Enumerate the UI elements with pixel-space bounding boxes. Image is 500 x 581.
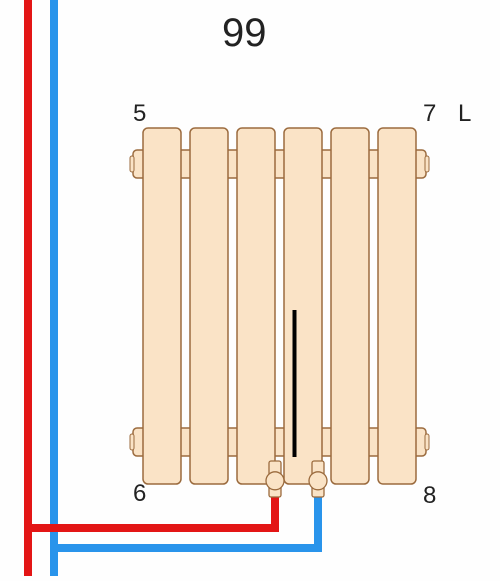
cold-riser: [314, 494, 322, 552]
port-label-bottom-left: 6: [133, 480, 146, 508]
hot-valve: [266, 472, 284, 490]
radiator-tube: [190, 128, 228, 484]
radiator-tube: [284, 128, 322, 484]
diagram-title: 99: [222, 11, 267, 56]
cold-main-pipe-lower: [50, 532, 58, 576]
radiator: [130, 128, 429, 497]
hot-main-pipe: [24, 0, 32, 576]
hot-riser: [271, 494, 279, 532]
radiator-tube: [378, 128, 416, 484]
side-label: L: [458, 100, 471, 128]
cold-main-pipe: [50, 0, 58, 524]
radiator-tube: [143, 128, 181, 484]
radiator-tube: [237, 128, 275, 484]
port-label-bottom-right: 8: [423, 482, 436, 510]
hot-branch-pipe: [24, 524, 279, 532]
radiator-tube: [331, 128, 369, 484]
port-label-top-left: 5: [133, 100, 146, 128]
port-label-top-right: 7: [423, 100, 436, 128]
cold-branch-pipe: [50, 544, 322, 552]
cold-valve: [309, 472, 327, 490]
